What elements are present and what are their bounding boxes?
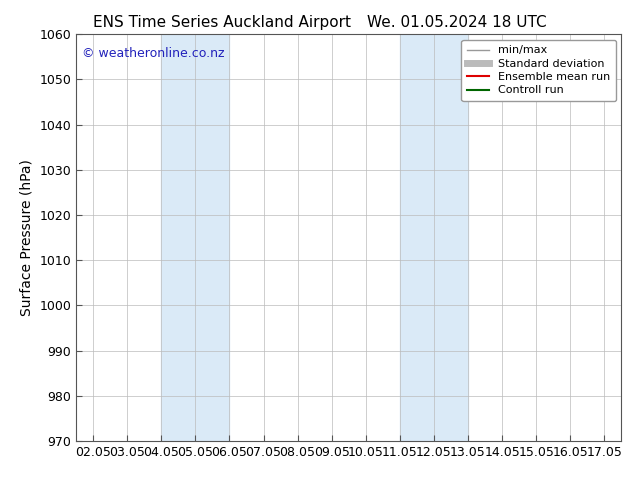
Legend: min/max, Standard deviation, Ensemble mean run, Controll run: min/max, Standard deviation, Ensemble me… xyxy=(462,40,616,101)
Text: © weatheronline.co.nz: © weatheronline.co.nz xyxy=(82,47,224,59)
Text: ENS Time Series Auckland Airport: ENS Time Series Auckland Airport xyxy=(93,15,351,30)
Bar xyxy=(161,34,230,441)
Text: We. 01.05.2024 18 UTC: We. 01.05.2024 18 UTC xyxy=(366,15,547,30)
Y-axis label: Surface Pressure (hPa): Surface Pressure (hPa) xyxy=(20,159,34,316)
Bar xyxy=(400,34,468,441)
